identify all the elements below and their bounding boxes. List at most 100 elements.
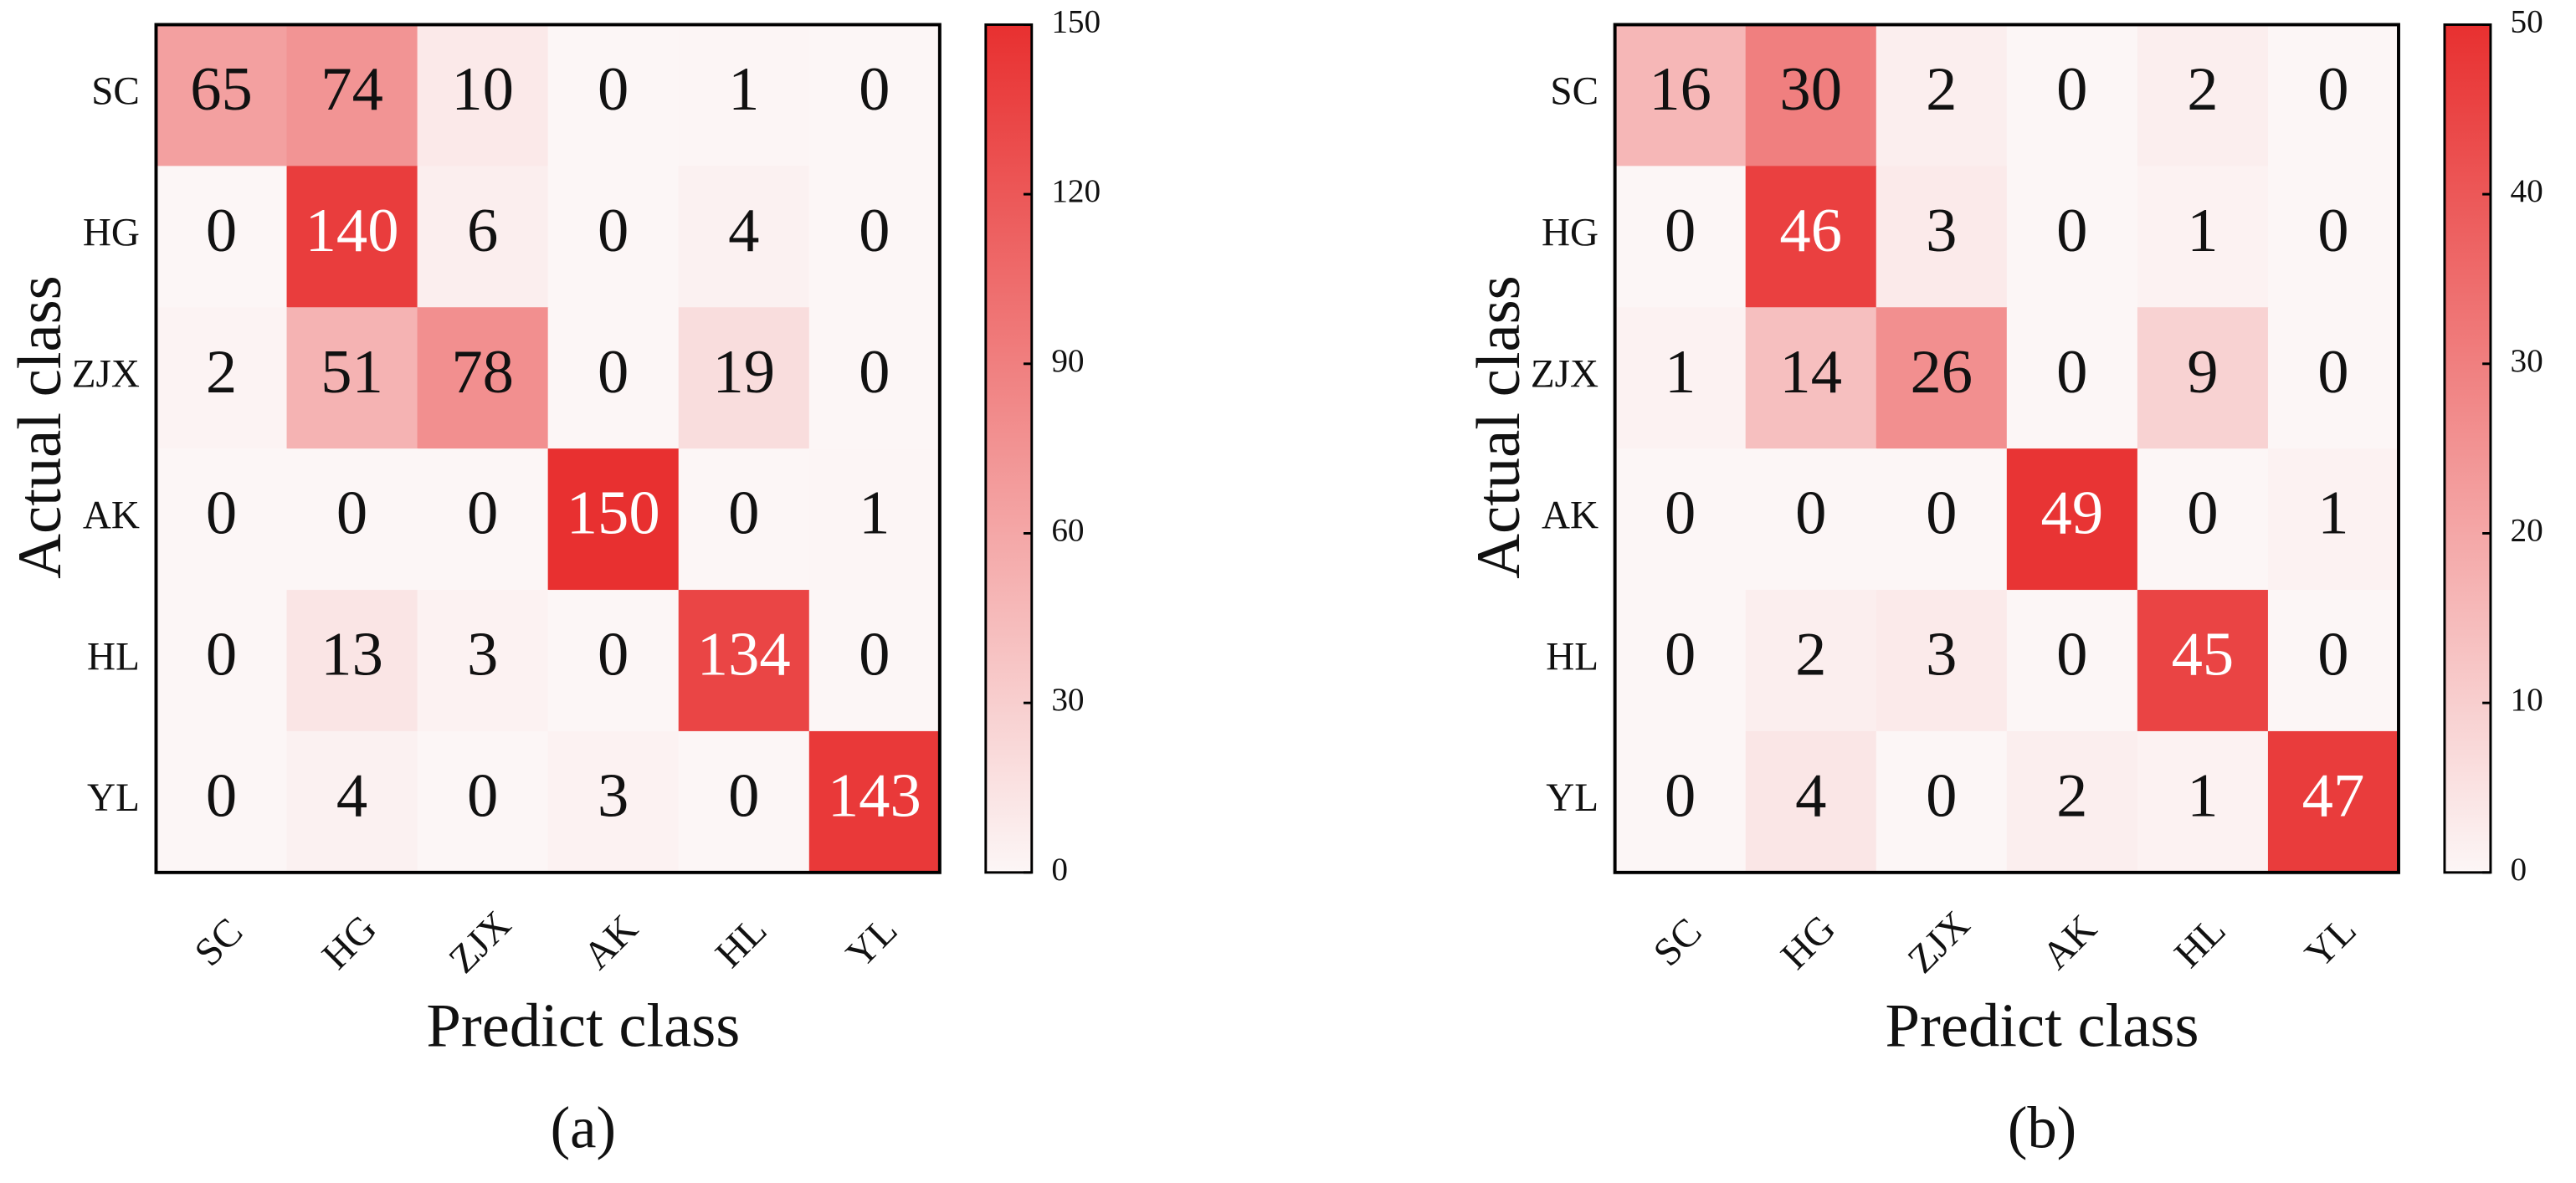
cell [2006, 24, 2138, 167]
x-tick-label: YL [838, 909, 906, 976]
cell-label: 3 [1926, 197, 1957, 265]
y-tick-label: HL [1546, 635, 1598, 679]
cell-label: 0 [859, 621, 890, 689]
cell-label: 150 [567, 479, 660, 548]
cell [156, 730, 288, 873]
cell [156, 448, 288, 592]
colorbar-tick-label: 30 [1051, 682, 1084, 718]
cell-label: 3 [467, 621, 498, 689]
colorbar-tick-label: 10 [2510, 682, 2543, 718]
cell-label: 0 [2317, 621, 2348, 689]
cell-label: 0 [1926, 761, 1957, 830]
x-tick-label: ZJX [441, 903, 520, 981]
cell-label: 4 [336, 761, 367, 830]
cell-label: 78 [451, 338, 514, 407]
cell [2267, 448, 2399, 592]
y-tick-label: ZJX [72, 353, 140, 397]
x-tick-label: SC [187, 910, 251, 976]
cell-label: 140 [305, 197, 399, 265]
x-axis-label: Predict class [1886, 991, 2199, 1060]
cell [156, 24, 288, 167]
cell [808, 166, 941, 309]
cell-label: 0 [2317, 338, 2348, 407]
x-tick-label: HL [2166, 909, 2234, 976]
x-tick-label: HL [707, 909, 775, 976]
cell [156, 590, 288, 732]
cell-label: 0 [206, 761, 237, 830]
cell [156, 166, 288, 309]
y-tick-label: HG [1542, 212, 1598, 255]
cell-label: 1 [2317, 479, 2348, 548]
cell [286, 590, 418, 732]
cell-label: 1 [859, 479, 890, 548]
cell [547, 448, 680, 592]
cell-label: 3 [1926, 621, 1957, 689]
plot-frame [154, 23, 942, 874]
cell-label: 0 [2317, 197, 2348, 265]
cell-label: 4 [728, 197, 759, 265]
cell [286, 730, 418, 873]
x-axis-label: Predict class [426, 991, 740, 1060]
cell [286, 166, 418, 309]
cell-label: 1 [1665, 338, 1696, 407]
cell-label: 14 [1779, 338, 1842, 407]
colorbar-tick-label: 120 [1051, 173, 1101, 209]
y-axis-label: Actual class [1465, 275, 1533, 579]
cell-label: 30 [1779, 55, 1842, 124]
y-tick-label: YL [1546, 776, 1598, 820]
cell [1876, 448, 2008, 592]
cell-label: 0 [1665, 479, 1696, 548]
cell [2006, 590, 2138, 732]
cell [678, 590, 810, 732]
plot-frame [1613, 23, 2400, 874]
x-tick-label: AK [575, 907, 646, 978]
cell [808, 307, 941, 450]
cell-label: 45 [2172, 621, 2235, 689]
cell [678, 24, 810, 167]
cell-label: 16 [1649, 55, 1711, 124]
cell [1614, 448, 1747, 592]
colorbar-tick-label: 0 [2510, 852, 2527, 888]
cell-label: 0 [206, 621, 237, 689]
cell [1614, 590, 1747, 732]
cell [547, 730, 680, 873]
cell-label: 1 [2187, 197, 2218, 265]
cell [417, 166, 549, 309]
cell-label: 2 [1926, 55, 1957, 124]
cell [417, 730, 549, 873]
cell-label: 0 [467, 761, 498, 830]
cell-label: 0 [728, 479, 759, 548]
cell [547, 166, 680, 309]
x-tick-label: YL [2296, 909, 2364, 976]
caption: (a) [551, 1095, 616, 1160]
colorbar [2443, 23, 2492, 874]
cell-label: 26 [1910, 338, 1973, 407]
cell [1745, 448, 1877, 592]
x-tick-label: SC [1645, 910, 1710, 976]
cell-label: 46 [1779, 197, 1842, 265]
cell [1745, 24, 1877, 167]
cell-label: 0 [598, 621, 629, 689]
cell-label: 47 [2302, 761, 2365, 830]
y-tick-label: AK [83, 494, 140, 537]
cell-label: 19 [712, 338, 775, 407]
y-tick-label: HG [83, 212, 140, 255]
cell-label: 0 [2056, 338, 2087, 407]
cell-label: 2 [2187, 55, 2218, 124]
y-axis-label: Actual class [6, 275, 74, 579]
x-tick-label: ZJX [1900, 903, 1978, 981]
cell [2267, 166, 2399, 309]
cell-label: 2 [2056, 761, 2087, 830]
cell [1614, 166, 1747, 309]
cell [2006, 730, 2138, 873]
cell [2137, 448, 2269, 592]
cell-label: 0 [859, 55, 890, 124]
cell-label: 0 [598, 197, 629, 265]
cell [547, 307, 680, 450]
y-tick-label: HL [87, 635, 140, 679]
cell [1745, 590, 1877, 732]
colorbar-tick-label: 0 [1051, 852, 1068, 888]
cell [286, 448, 418, 592]
cell [2137, 730, 2269, 873]
colorbar-tick-label: 60 [1051, 512, 1084, 548]
